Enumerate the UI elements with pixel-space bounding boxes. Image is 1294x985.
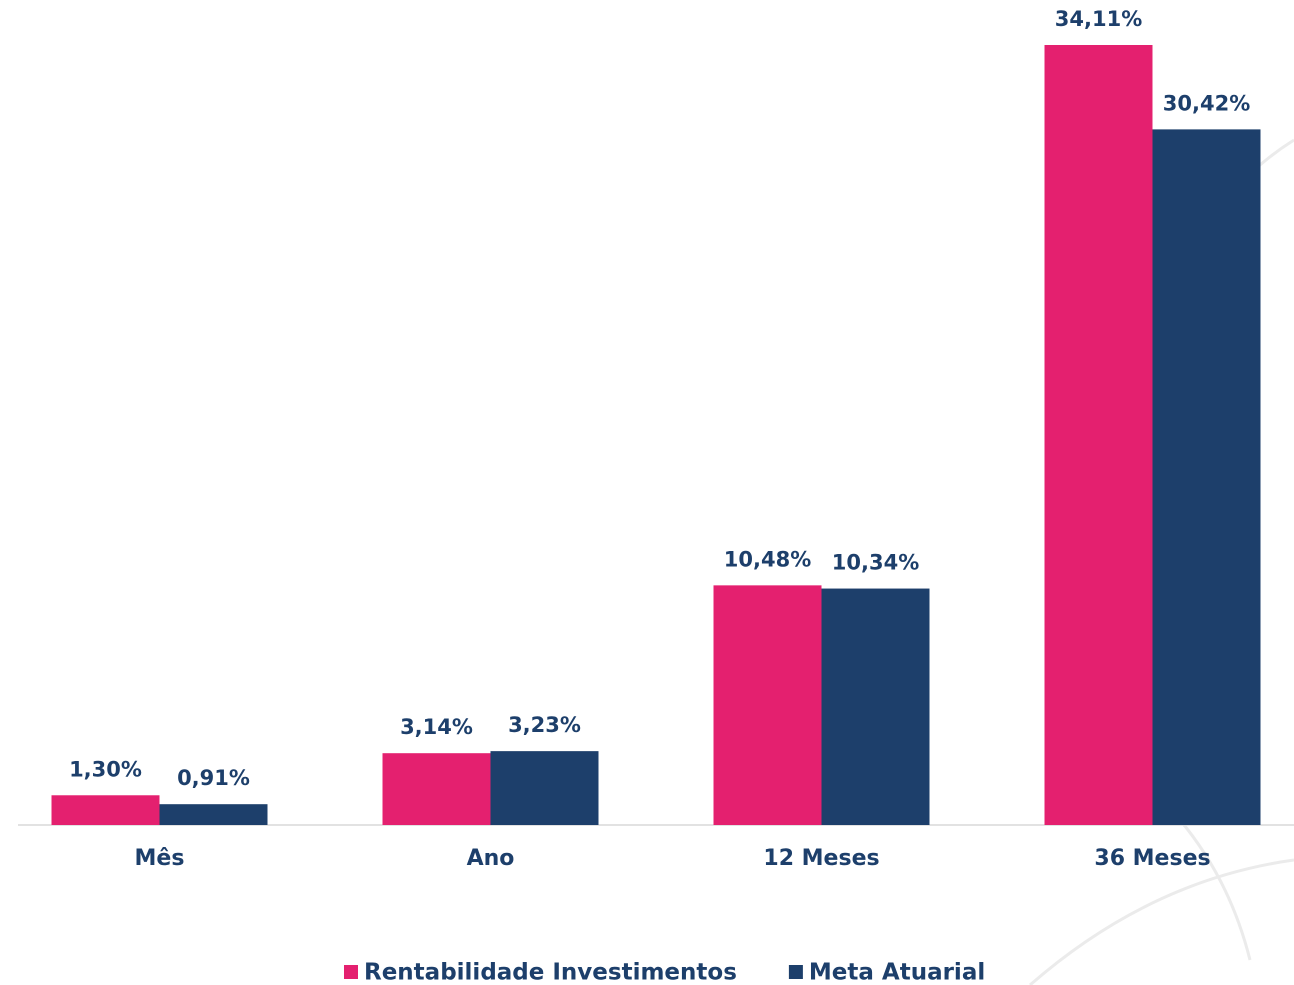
x-tick-label: 36 Meses: [1094, 846, 1210, 871]
legend-label: Rentabilidade Investimentos: [364, 960, 737, 985]
value-label: 30,42%: [1163, 91, 1250, 115]
value-label: 10,48%: [724, 547, 811, 571]
value-label: 3,14%: [400, 715, 473, 739]
bar: [1044, 45, 1153, 825]
x-tick-label: Ano: [467, 846, 515, 871]
bar: [382, 753, 491, 825]
bar: [713, 585, 822, 825]
bar: [821, 588, 930, 825]
value-label: 3,23%: [508, 713, 581, 737]
bar: [490, 751, 599, 825]
value-label: 1,30%: [69, 757, 142, 781]
value-label: 0,91%: [177, 766, 250, 790]
value-label: 34,11%: [1055, 7, 1142, 31]
legend-swatch: [788, 965, 803, 979]
bar: [159, 804, 268, 825]
legend-label: Meta Atuarial: [809, 960, 985, 985]
x-tick-label: 12 Meses: [763, 846, 879, 871]
legend-swatch: [344, 965, 358, 979]
x-tick-label: Mês: [135, 846, 185, 871]
bar: [51, 795, 160, 825]
value-label: 10,34%: [832, 551, 919, 575]
bar: [1152, 129, 1261, 825]
